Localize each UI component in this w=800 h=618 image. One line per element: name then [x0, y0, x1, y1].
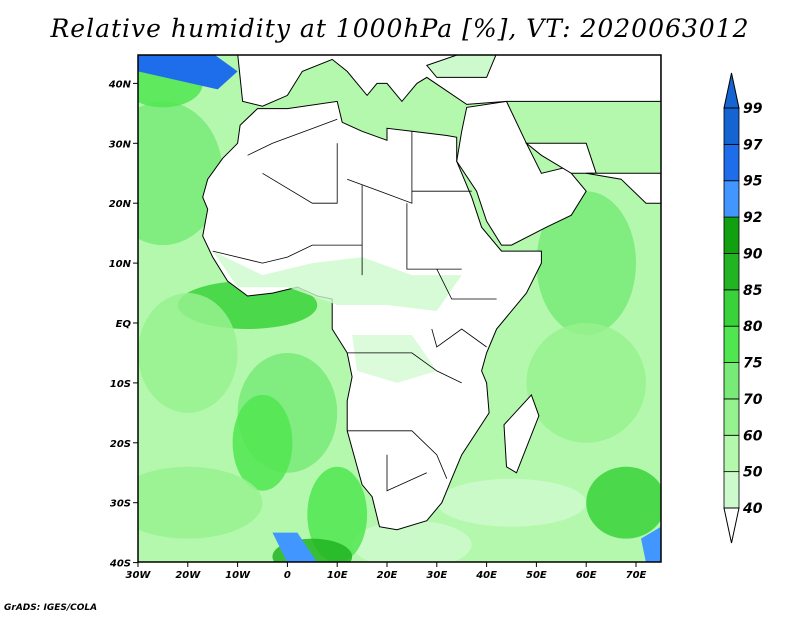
europe-landmass — [237, 55, 661, 107]
colorbar-segment — [723, 434, 740, 473]
colorbar-segment — [723, 325, 740, 363]
y-tick-label: 10N — [109, 259, 132, 270]
x-tick-label: 30E — [426, 570, 447, 581]
humidity-contour — [307, 466, 368, 562]
humidity-contour-high — [272, 532, 317, 562]
arabia-landmass — [456, 100, 587, 246]
y-tick-label: 20S — [110, 439, 131, 450]
humidity-contour — [138, 466, 263, 539]
humidity-contour — [536, 191, 636, 335]
humidity-contour-high — [641, 526, 661, 562]
country-border — [431, 328, 487, 348]
y-tick-label: 20N — [109, 199, 132, 210]
x-tick-label: 70E — [626, 570, 647, 581]
humidity-contour — [586, 466, 661, 539]
y-tick-label: 30S — [110, 499, 131, 510]
x-tick-label: 10W — [225, 570, 251, 581]
humidity-contour — [436, 478, 587, 527]
axes: 30W 20W 10W 0 10E 20E 30E 40E 50E 60E 70E 40N 30N 20N… — [108, 79, 647, 581]
colorbar-label: 85 — [743, 283, 763, 299]
plot-title: Relative humidity at 1000hPa [%], VT: 20… — [50, 14, 750, 43]
country-border — [436, 268, 497, 300]
colorbar-segment — [723, 107, 740, 145]
x-tick-label: 60E — [576, 570, 597, 581]
colorbar-segment — [723, 180, 740, 218]
colorbar-label: 40 — [742, 501, 763, 517]
map-area — [0, 55, 661, 592]
colorbar-label: 80 — [743, 319, 763, 335]
colorbar-segment — [723, 398, 740, 436]
colorbar-segment — [723, 289, 740, 327]
x-tick-label: 40E — [475, 570, 497, 581]
y-tick-label: 40N — [108, 79, 132, 90]
y-tick-label: 10S — [110, 379, 131, 390]
x-tick-label: 20W — [175, 570, 201, 581]
humidity-contour-high — [138, 55, 238, 90]
colorbar-segment — [723, 143, 740, 182]
colorbar-label: 60 — [743, 428, 763, 444]
colorbar-segment — [723, 216, 740, 254]
y-tick-label: 40S — [109, 559, 131, 570]
colorbar: 40 50 60 70 75 80 85 90 92 95 97 99 — [723, 72, 763, 544]
colorbar-label: 70 — [743, 392, 763, 408]
colorbar-label: 75 — [743, 356, 763, 372]
colorbar-label: 97 — [743, 137, 763, 153]
x-tick-label: 0 — [284, 570, 291, 581]
humidity-contour — [0, 233, 43, 592]
country-border — [406, 203, 462, 270]
x-tick-label: 10E — [327, 570, 348, 581]
madagascar — [503, 393, 540, 474]
credit-label: GrADS: IGES/COLA — [4, 603, 98, 613]
colorbar-min-arrow — [723, 507, 740, 544]
humidity-contour — [138, 293, 238, 413]
humidity-contour — [138, 101, 223, 246]
map-frame — [137, 54, 662, 563]
colorbar-segment — [723, 253, 740, 291]
colorbar-segment — [723, 471, 740, 509]
country-border — [262, 143, 338, 204]
colorbar-label: 99 — [743, 101, 763, 117]
x-tick-label: 30W — [126, 570, 152, 581]
congo-humidity — [352, 335, 437, 383]
country-border — [386, 454, 427, 492]
black-sea — [425, 55, 497, 78]
iran-landmass — [524, 142, 597, 174]
country-border — [347, 430, 448, 479]
humidity-contour — [232, 394, 293, 491]
y-tick-label: EQ — [116, 319, 132, 330]
colorbar-max-arrow — [723, 72, 740, 109]
colorbar-segment — [723, 362, 740, 400]
humidity-contour — [526, 323, 646, 443]
x-tick-label: 20E — [377, 570, 398, 581]
india-landmass — [586, 172, 661, 204]
colorbar-label: 95 — [743, 174, 763, 190]
country-border — [347, 131, 413, 204]
x-tick-label: 50E — [526, 570, 547, 581]
country-border — [347, 352, 462, 384]
y-tick-label: 30N — [109, 139, 132, 150]
sahel-humidity — [212, 251, 462, 311]
humidity-contour — [352, 520, 472, 562]
colorbar-label: 90 — [743, 246, 763, 262]
country-border — [247, 118, 338, 156]
colorbar-label: 50 — [743, 465, 763, 481]
colorbar-label: 92 — [743, 210, 762, 226]
country-border — [212, 244, 363, 264]
